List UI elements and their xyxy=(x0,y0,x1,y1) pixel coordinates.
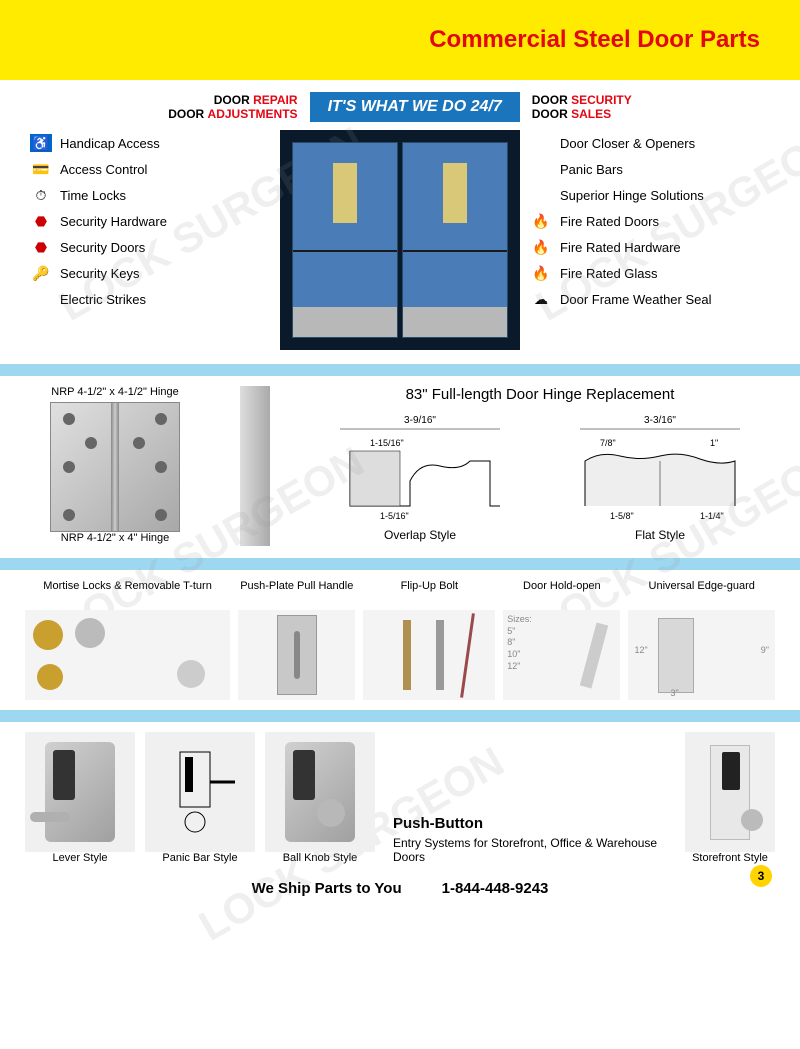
mortise-image xyxy=(25,610,230,700)
service-item: ⏱Time Locks xyxy=(30,186,270,204)
storefront-lock: Storefront Style xyxy=(685,732,775,864)
pushbutton-description: Push-Button Entry Systems for Storefront… xyxy=(385,815,675,864)
service-item: Door Closer & Openers xyxy=(530,134,770,152)
main-services-row: ♿Handicap Access 💳Access Control ⏱Time L… xyxy=(0,130,800,364)
services-left: DOOR REPAIR DOOR ADJUSTMENTS xyxy=(168,93,297,121)
divider xyxy=(0,710,800,722)
steel-door-image xyxy=(280,130,520,350)
service-item: Electric Strikes xyxy=(30,290,270,308)
divider xyxy=(0,364,800,376)
edge-guard-product: Universal Edge-guard 12" 9" 3" xyxy=(628,580,775,700)
service-item: 🔑Security Keys xyxy=(30,264,270,282)
hinge-top-label: NRP 4-1/2" x 4-1/2" Hinge xyxy=(30,386,200,398)
storefront-image xyxy=(685,732,775,852)
hold-open-product: Door Hold-open Sizes: 5" 8" 10" 12" xyxy=(503,580,620,700)
svg-text:3-9/16": 3-9/16" xyxy=(404,415,436,426)
panic-bar-image xyxy=(145,732,255,852)
flat-label: Flat Style xyxy=(550,528,770,542)
tagline: IT'S WHAT WE DO 24/7 xyxy=(310,92,520,122)
pushbutton-title: Push-Button xyxy=(393,815,667,832)
service-item: 🔥Fire Rated Hardware xyxy=(530,238,770,256)
flat-diagram: 3-3/16" 7/8" 1" 1-5/8" 1-1/4" Flat Style xyxy=(550,411,770,542)
pushbutton-desc: Entry Systems for Storefront, Office & W… xyxy=(393,836,667,864)
hinge-bottom-label: NRP 4-1/2" x 4" Hinge xyxy=(30,532,200,544)
service-item: 🔥Fire Rated Doors xyxy=(530,212,770,230)
svg-text:7/8": 7/8" xyxy=(600,438,616,448)
service-item: 💳Access Control xyxy=(30,160,270,178)
cloud-icon: ☁ xyxy=(530,290,552,308)
title-banner: Commercial Steel Door Parts xyxy=(0,0,800,80)
service-item: 🔥Fire Rated Glass xyxy=(530,264,770,282)
lever-lock-image xyxy=(25,732,135,852)
hinge-section: NRP 4-1/2" x 4-1/2" Hinge NRP 4-1/2" x 4… xyxy=(0,376,800,558)
hinge-diagrams: 83" Full-length Door Hinge Replacement 3… xyxy=(310,386,770,548)
service-item: ⬣Security Doors xyxy=(30,238,270,256)
panic-bar-lock: Panic Bar Style xyxy=(145,732,255,864)
handicap-icon: ♿ xyxy=(30,134,52,152)
service-item: Superior Hinge Solutions xyxy=(530,186,770,204)
page-number: 3 xyxy=(750,865,772,887)
push-plate-product: Push-Plate Pull Handle xyxy=(238,580,355,700)
page-footer: We Ship Parts to You 1-844-448-9243 xyxy=(0,872,800,909)
fire-icon: 🔥 xyxy=(530,238,552,256)
hold-open-image: Sizes: 5" 8" 10" 12" xyxy=(503,610,620,700)
hinge-replacement-title: 83" Full-length Door Hinge Replacement xyxy=(310,386,770,403)
overlap-label: Overlap Style xyxy=(310,528,530,542)
svg-text:3-3/16": 3-3/16" xyxy=(644,415,676,426)
ball-knob-lock: Ball Knob Style xyxy=(265,732,375,864)
catalog-page: LOCK SURGEON LOCK SURGEON LOCK SURGEON L… xyxy=(0,0,800,909)
ball-knob-image xyxy=(265,732,375,852)
flip-bolt-image xyxy=(363,610,495,700)
clock-icon: ⏱ xyxy=(30,186,52,204)
stop-icon: ⬣ xyxy=(30,238,52,256)
hinge-image xyxy=(50,402,180,532)
card-icon: 💳 xyxy=(30,160,52,178)
flat-svg: 3-3/16" 7/8" 1" 1-5/8" 1-1/4" xyxy=(550,411,770,521)
lever-lock: Lever Style xyxy=(25,732,135,864)
blank-icon xyxy=(30,290,52,308)
header-services: DOOR REPAIR DOOR ADJUSTMENTS IT'S WHAT W… xyxy=(0,80,800,130)
locks-row: Lever Style Panic Bar Style Ball Knob St… xyxy=(0,722,800,872)
overlap-diagram: 3-9/16" 1-15/16" 1-5/16" Overlap Style xyxy=(310,411,530,542)
svg-text:1": 1" xyxy=(710,438,718,448)
continuous-hinge-image xyxy=(240,386,270,546)
left-service-list: ♿Handicap Access 💳Access Control ⏱Time L… xyxy=(30,130,270,350)
fire-icon: 🔥 xyxy=(530,264,552,282)
key-icon: 🔑 xyxy=(30,264,52,282)
svg-text:1-5/16": 1-5/16" xyxy=(380,511,409,521)
divider xyxy=(0,558,800,570)
services-right: DOOR SECURITY DOOR SALES xyxy=(532,93,632,121)
svg-text:1-1/4": 1-1/4" xyxy=(700,511,724,521)
overlap-svg: 3-9/16" 1-15/16" 1-5/16" xyxy=(310,411,530,521)
push-plate-image xyxy=(238,610,355,700)
continuous-hinge xyxy=(220,386,290,548)
phone-number: 1-844-448-9243 xyxy=(442,880,549,897)
service-item: ♿Handicap Access xyxy=(30,134,270,152)
mortise-lock-product: Mortise Locks & Removable T-turn xyxy=(25,580,230,700)
fire-icon: 🔥 xyxy=(530,212,552,230)
products-row: Mortise Locks & Removable T-turn Push-Pl… xyxy=(0,570,800,710)
door-left-panel xyxy=(292,142,398,338)
svg-text:1-5/8": 1-5/8" xyxy=(610,511,634,521)
stop-icon: ⬣ xyxy=(30,212,52,230)
service-item: Panic Bars xyxy=(530,160,770,178)
right-service-list: Door Closer & Openers Panic Bars Superio… xyxy=(530,130,770,350)
page-title: Commercial Steel Door Parts xyxy=(429,26,760,54)
door-right-panel xyxy=(402,142,508,338)
service-item: ☁Door Frame Weather Seal xyxy=(530,290,770,308)
ship-text: We Ship Parts to You xyxy=(252,880,402,897)
svg-text:1-15/16": 1-15/16" xyxy=(370,438,404,448)
hinge-product: NRP 4-1/2" x 4-1/2" Hinge NRP 4-1/2" x 4… xyxy=(30,386,200,548)
flip-bolt-product: Flip-Up Bolt xyxy=(363,580,495,700)
service-item: ⬣Security Hardware xyxy=(30,212,270,230)
edge-guard-image: 12" 9" 3" xyxy=(628,610,775,700)
